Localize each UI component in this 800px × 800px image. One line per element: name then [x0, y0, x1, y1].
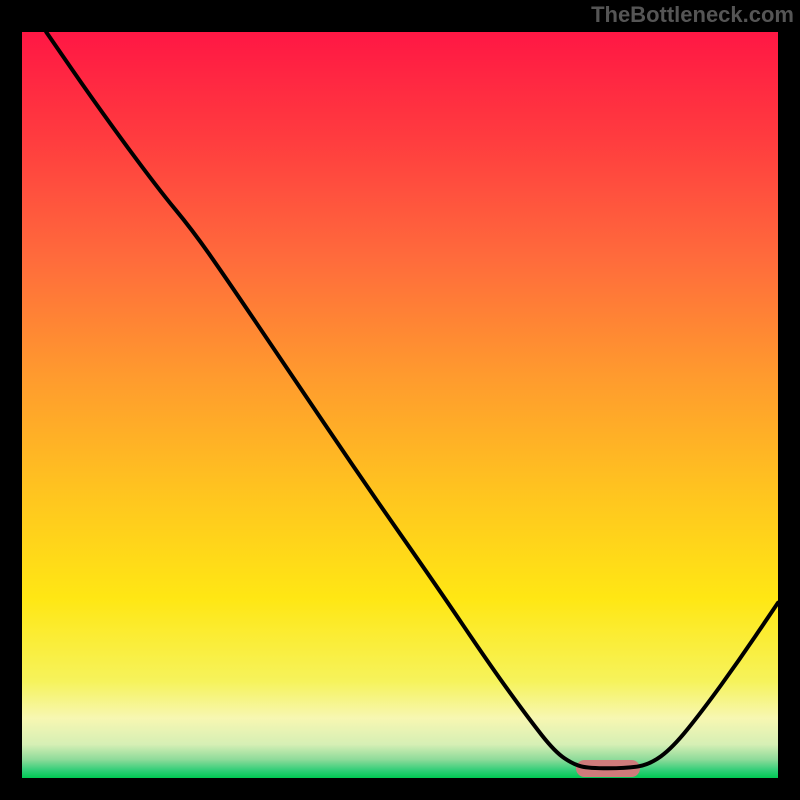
curve-path	[46, 32, 778, 768]
chart-root: { "watermark": { "text": "TheBottleneck.…	[0, 0, 800, 800]
watermark-text: TheBottleneck.com	[591, 2, 794, 28]
plot-area	[22, 32, 778, 778]
bottleneck-curve	[22, 32, 778, 778]
